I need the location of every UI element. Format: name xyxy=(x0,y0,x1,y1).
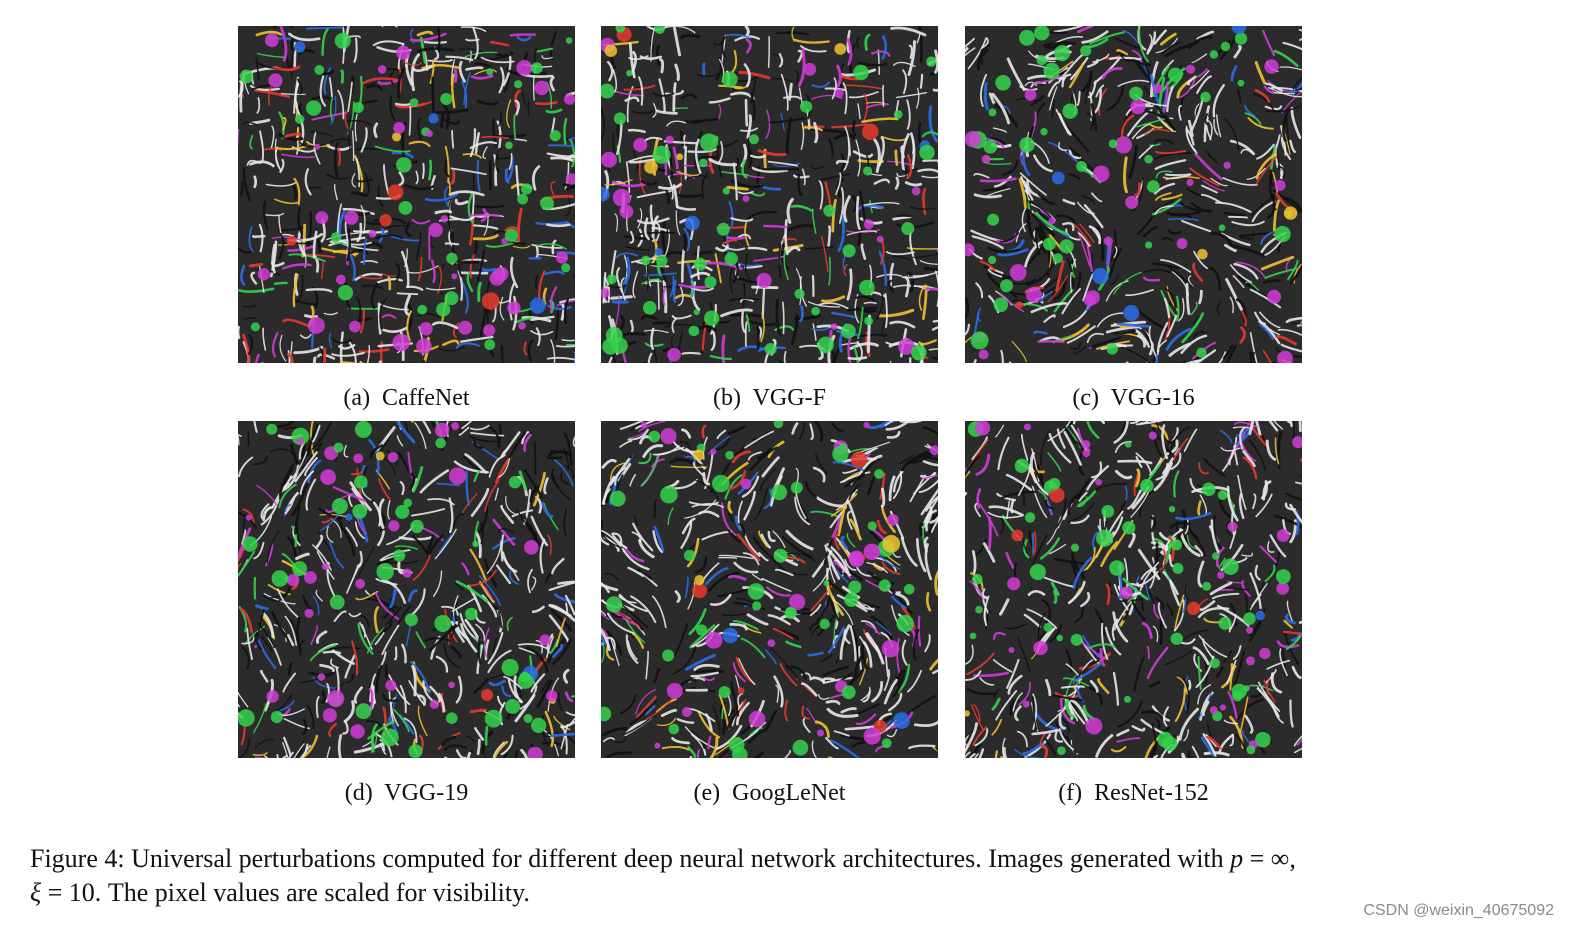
caption-prefix: Figure 4: Universal perturbations comput… xyxy=(30,844,1231,873)
caption-p-relation: = ∞, xyxy=(1243,844,1296,873)
caption-suffix: The pixel values are scaled for visibili… xyxy=(101,878,530,907)
perturbation-image-caffenet xyxy=(238,26,575,363)
subcaption-d: (d) VGG-19 xyxy=(344,780,469,806)
caption-p-symbol: p xyxy=(1230,844,1244,873)
caption-xi-symbol: ξ xyxy=(30,878,42,907)
subcaption-f: (f) ResNet-152 xyxy=(1058,780,1209,806)
figure-caption: Figure 4: Universal perturbations comput… xyxy=(30,842,1540,910)
perturbation-image-resnet-152 xyxy=(965,421,1302,758)
caption-xi-relation: = 10. xyxy=(41,878,102,907)
perturbation-image-vgg-16 xyxy=(965,26,1302,363)
perturbation-image-googlenet xyxy=(601,421,938,758)
perturbation-image-vgg-f xyxy=(601,26,938,363)
subcaption-a: (a) CaffeNet xyxy=(343,385,470,411)
perturbation-image-vgg-19 xyxy=(238,421,575,758)
subcaption-b: (b) VGG-F xyxy=(713,385,826,411)
subcaption-e: (e) GoogLeNet xyxy=(693,780,846,806)
watermark: CSDN @weixin_40675092 xyxy=(1363,902,1554,919)
subcaption-c: (c) VGG-16 xyxy=(1072,385,1195,411)
